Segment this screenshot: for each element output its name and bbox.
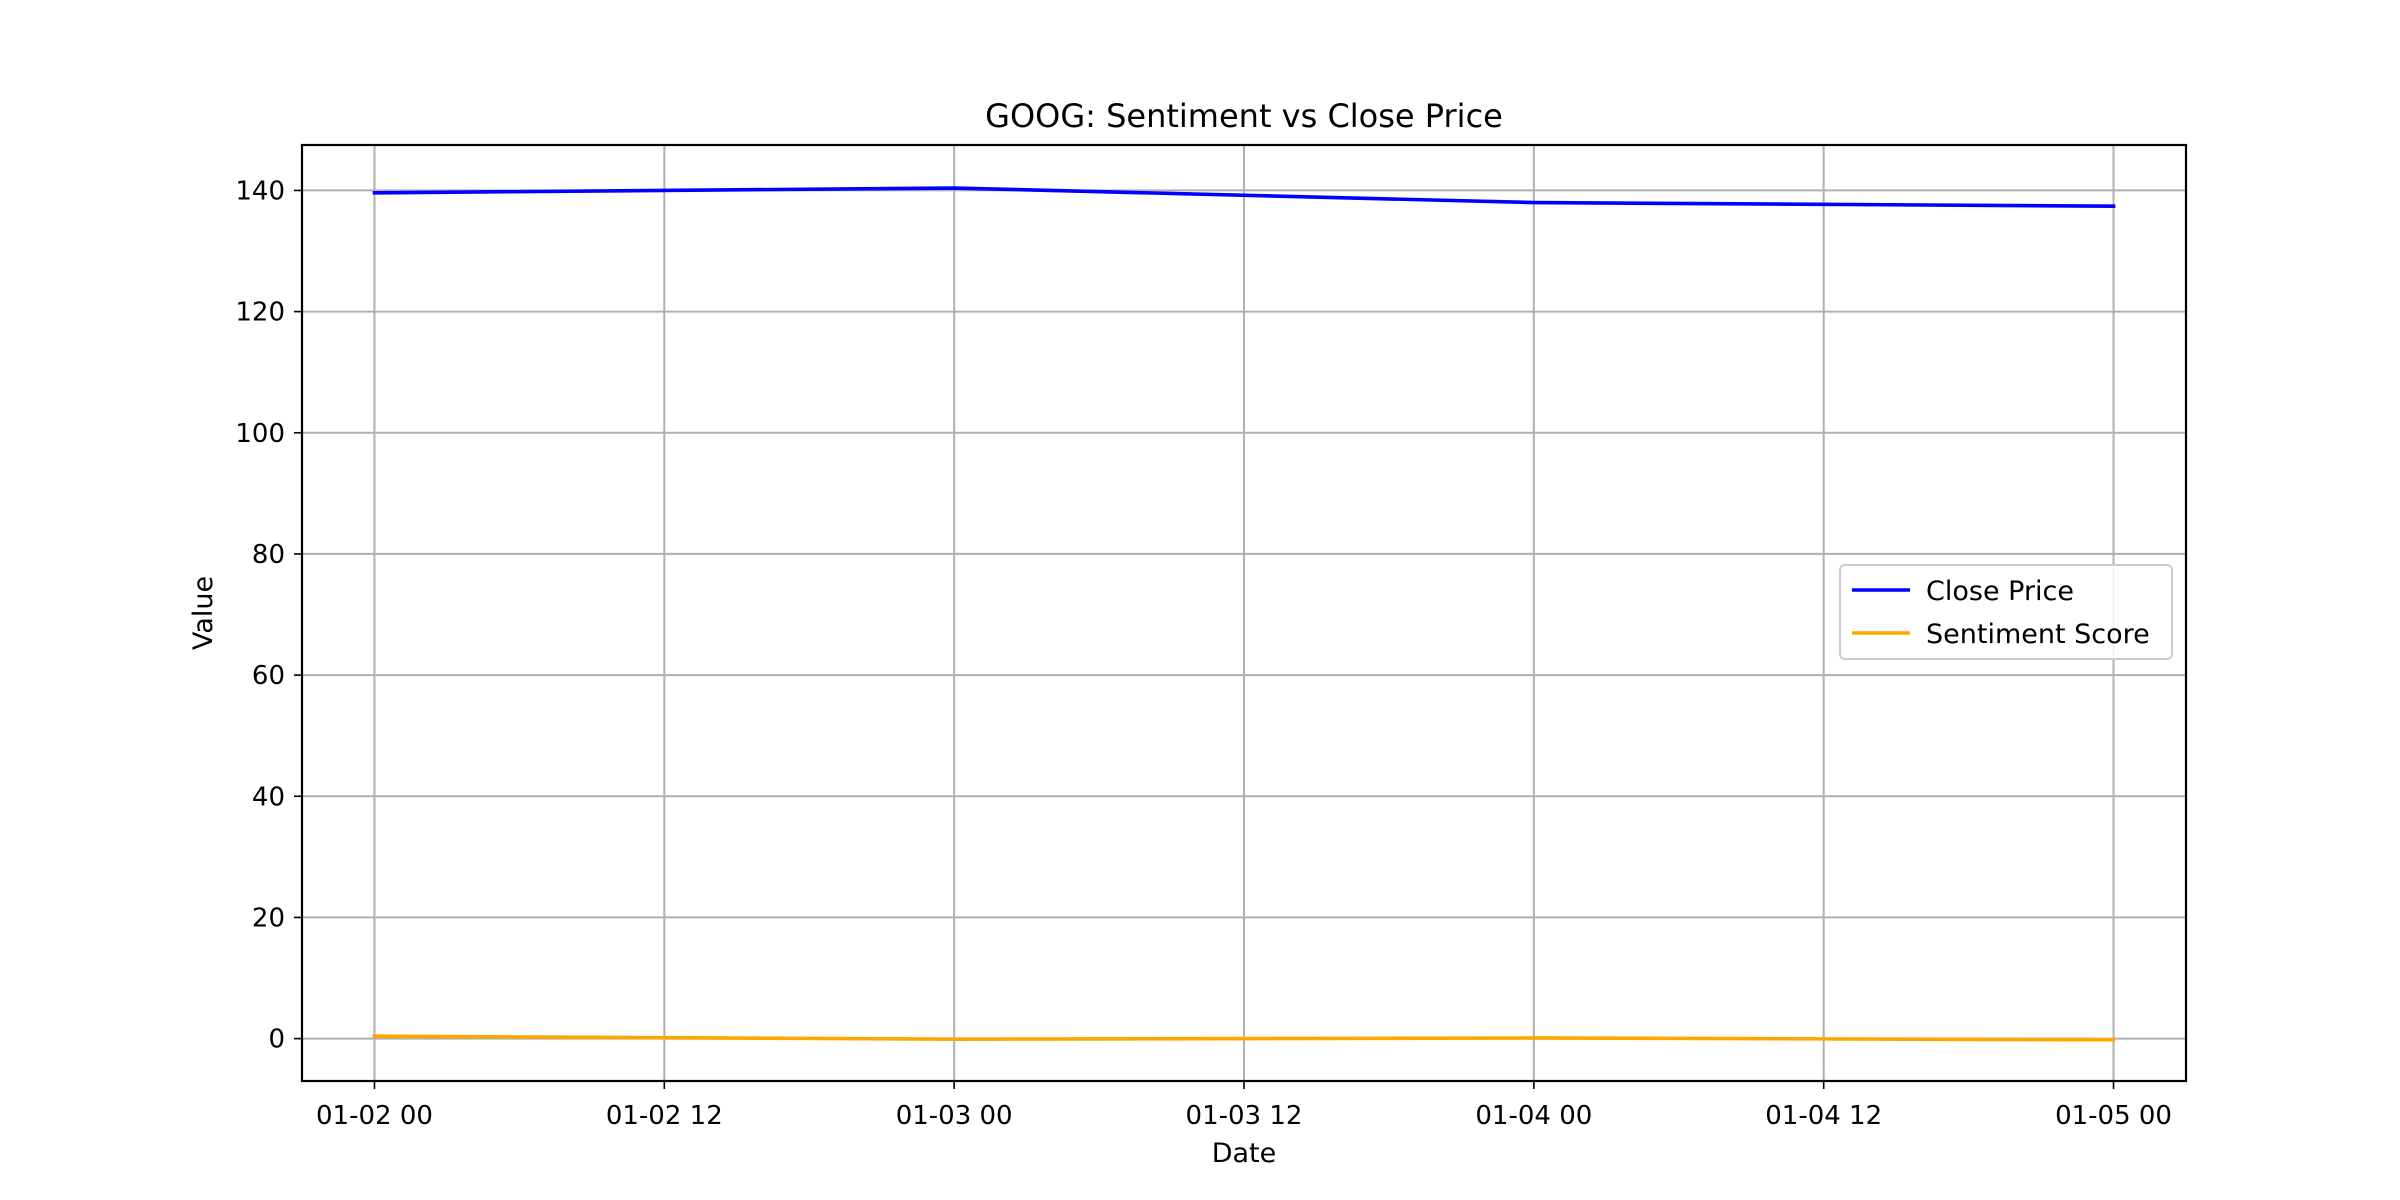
series-line-sentiment-score: [372, 1034, 2116, 1042]
y-tick-label: 40: [252, 782, 285, 812]
y-tick-label: 20: [252, 903, 285, 933]
x-tick-label: 01-04 00: [1475, 1101, 1592, 1131]
y-tick-label: 60: [252, 661, 285, 691]
grid-lines: [302, 145, 2186, 1081]
x-axis-label: Date: [1212, 1138, 1277, 1169]
series-line-close-price: [372, 186, 2116, 208]
x-tick-label: 01-02 12: [606, 1101, 723, 1131]
y-tick-label: 140: [235, 176, 285, 206]
series-lines: [372, 186, 2116, 1042]
legend-box: [1839, 564, 2173, 660]
x-tick-label: 01-02 00: [316, 1101, 433, 1131]
x-tick-label: 01-05 00: [2055, 1101, 2172, 1131]
legend-label-sentiment-score: Sentiment Score: [1926, 619, 2150, 650]
y-axis-label: Value: [188, 576, 219, 650]
legend-label-close-price: Close Price: [1926, 576, 2074, 607]
x-tick-label: 01-03 00: [896, 1101, 1013, 1131]
x-tick-label: 01-04 12: [1765, 1101, 1882, 1131]
y-tick-label: 0: [268, 1025, 285, 1055]
y-tick-label: 100: [235, 419, 285, 449]
x-tick-label: 01-03 12: [1186, 1101, 1303, 1131]
legend: Close Price Sentiment Score: [1839, 564, 2173, 660]
chart-title: GOOG: Sentiment vs Close Price: [985, 97, 1503, 135]
y-tick-label: 120: [235, 298, 285, 328]
y-tick-label: 80: [252, 540, 285, 570]
axis-ticks: 01-02 00 01-02 12 01-03 00 01-03 12 01-04 00…: [235, 176, 2172, 1131]
